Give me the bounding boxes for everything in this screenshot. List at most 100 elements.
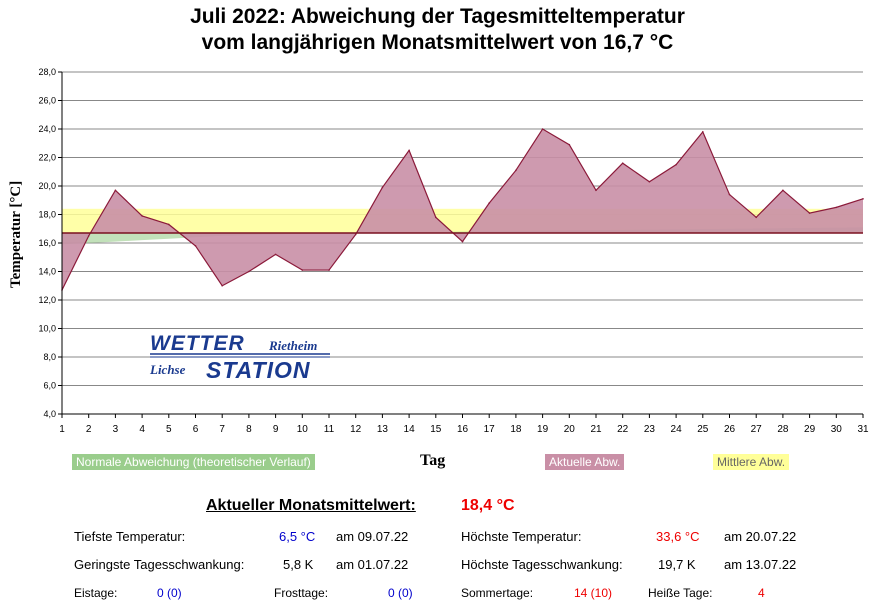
data-point-day-12 (354, 233, 357, 236)
data-point-day-27 (755, 216, 757, 219)
x-tick-label: 19 (537, 424, 549, 435)
y-tick-label: 24,0 (38, 124, 56, 134)
x-tick-label: 4 (139, 424, 145, 435)
data-point-day-15 (435, 216, 437, 219)
data-point-day-14 (408, 149, 410, 152)
svg-text:Temperatur [°C]: Temperatur [°C] (8, 181, 24, 288)
data-point-day-28 (782, 189, 784, 192)
y-tick-label: 8,0 (43, 352, 56, 362)
frost-days-label: Frosttage: (274, 586, 329, 600)
frost-days-value: 0 (0) (388, 586, 413, 600)
hot-days-value: 4 (758, 586, 765, 600)
y-tick-label: 10,0 (38, 324, 56, 334)
x-tick-label: 21 (590, 424, 602, 435)
data-point-day-7 (221, 284, 223, 287)
summer-days-value: 14 (10) (574, 586, 613, 600)
x-tick-label: 7 (219, 424, 225, 435)
x-tick-label: 17 (484, 424, 496, 435)
x-tick-label: 25 (697, 424, 709, 435)
max-swing-value: 19,7 K (658, 557, 696, 572)
x-tick-label: 29 (804, 424, 816, 435)
x-tick-label: 30 (831, 424, 843, 435)
chart-title-line2: vom langjährigen Monatsmittelwert von 16… (201, 31, 674, 54)
data-point-day-26 (728, 193, 731, 196)
max-temp-label: Höchste Temperatur: (461, 529, 582, 544)
data-point-day-25 (702, 131, 704, 133)
x-tick-label: 27 (751, 424, 763, 435)
weather-station-logo: WETTER Rietheim Lichse STATION (149, 332, 330, 383)
x-tick-label: 8 (246, 424, 252, 435)
x-tick-label: 28 (777, 424, 789, 435)
chart-title-line1: Juli 2022: Abweichung der Tagesmitteltem… (190, 5, 685, 28)
max-swing-label: Höchste Tagesschwankung: (461, 557, 623, 572)
data-point-day-31 (862, 198, 864, 200)
data-point-day-6 (194, 245, 197, 247)
x-tick-label: 3 (113, 424, 119, 435)
svg-text:WETTER: WETTER (150, 332, 245, 355)
y-tick-label: 16,0 (38, 238, 56, 248)
data-point-day-2 (87, 235, 90, 237)
data-point-day-23 (648, 180, 651, 183)
data-point-day-13 (381, 186, 384, 189)
legend-mean-deviation: Mittlere Abw. (713, 454, 790, 470)
min-temp-label: Tiefste Temperatur: (74, 529, 186, 544)
x-tick-label: 10 (297, 424, 309, 435)
x-tick-label: 9 (273, 424, 279, 435)
x-tick-label: 18 (510, 424, 522, 435)
data-point-day-20 (568, 143, 571, 146)
data-point-day-4 (141, 215, 143, 217)
monthly-mean-value: 18,4 °C (461, 497, 515, 514)
x-tick-label: 12 (350, 424, 362, 435)
x-axis-label: Tag (420, 452, 446, 469)
max-temp-value: 33,6 °C (656, 529, 700, 544)
x-tick-label: 5 (166, 424, 172, 435)
min-swing-label: Geringste Tagesschwankung: (74, 557, 245, 572)
x-tick-label: 20 (564, 424, 576, 435)
x-tick-label: 22 (617, 424, 629, 435)
data-point-day-30 (835, 206, 838, 209)
y-tick-label: 6,0 (43, 381, 56, 391)
min-swing-value: 5,8 K (283, 557, 314, 572)
data-point-day-21 (595, 189, 597, 192)
summer-days-label: Sommertage: (461, 586, 534, 600)
data-point-day-24 (675, 163, 677, 166)
min-temp-date: am 09.07.22 (336, 529, 409, 544)
ice-days-value: 0 (0) (157, 586, 182, 600)
x-tick-label: 26 (724, 424, 736, 435)
data-point-day-10 (301, 269, 304, 271)
x-tick-label: 1 (59, 424, 65, 435)
x-tick-label: 14 (404, 424, 416, 435)
data-point-day-8 (248, 270, 250, 273)
y-tick-label: 14,0 (38, 267, 56, 277)
legend-normal-deviation: Normale Abweichung (theoretischer Verlau… (72, 454, 315, 470)
hot-days-label: Heiße Tage: (648, 586, 713, 600)
y-tick-label: 18,0 (38, 210, 56, 220)
data-point-day-5 (168, 223, 170, 226)
y-axis-label: Temperatur [°C] (8, 181, 24, 288)
x-tick-label: 2 (86, 424, 92, 435)
x-tick-label: 11 (324, 424, 335, 435)
legend-actual-deviation: Aktuelle Abw. (545, 454, 625, 470)
y-tick-label: 26,0 (38, 96, 56, 106)
y-tick-label: 20,0 (38, 181, 56, 191)
svg-text:Lichse: Lichse (149, 362, 186, 377)
data-point-day-22 (621, 162, 624, 164)
y-tick-label: 22,0 (38, 153, 56, 163)
data-point-day-19 (541, 128, 544, 130)
svg-text:Rietheim: Rietheim (268, 338, 317, 353)
y-tick-label: 12,0 (38, 295, 56, 305)
x-tick-label: 23 (644, 424, 656, 435)
x-tick-label: 24 (671, 424, 683, 435)
data-point-day-11 (328, 269, 330, 271)
x-tick-label: 15 (430, 424, 442, 435)
x-tick-label: 13 (377, 424, 389, 435)
max-swing-date: am 13.07.22 (724, 557, 797, 572)
data-point-day-3 (114, 189, 117, 192)
x-tick-label: 16 (457, 424, 469, 435)
ice-days-label: Eistage: (74, 586, 118, 600)
min-swing-date: am 01.07.22 (336, 557, 409, 572)
x-tick-label: 31 (857, 424, 869, 435)
data-point-day-9 (274, 253, 277, 256)
monthly-mean-label: Aktueller Monatsmittelwert: (206, 497, 416, 514)
